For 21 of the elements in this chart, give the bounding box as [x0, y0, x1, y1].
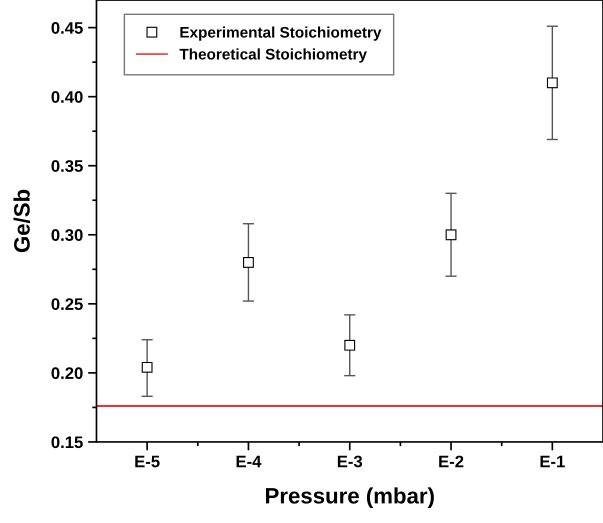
x-tick-label: E-2	[439, 456, 464, 468]
point	[446, 229, 456, 240]
y-tick-label: 0.20	[52, 367, 83, 380]
y-tick-label: 0.25	[52, 298, 83, 310]
point	[142, 362, 153, 373]
point	[546, 77, 558, 88]
legend-label: Theoretical Stoichiometry	[180, 48, 367, 63]
y-tick-label: 0.30	[52, 229, 83, 242]
y-tick-label: 0.45	[52, 22, 83, 34]
x-tick-label: E-1	[540, 456, 565, 468]
y-axis-title: Ge/Sb	[13, 190, 30, 252]
point	[243, 256, 254, 268]
x-tick-label: E-3	[338, 456, 362, 468]
point	[344, 340, 356, 351]
x-tick-label: E-5	[135, 456, 160, 468]
y-tick-label: 0.40	[52, 91, 83, 103]
y-tick-label: 0.15	[52, 436, 83, 448]
y-tick-label: 0.35	[52, 160, 83, 172]
legend-label: Experimental Stoichiometry	[180, 26, 382, 41]
x-axis-title: Pressure (mbar)	[266, 487, 434, 508]
x-tick-label: E-4	[236, 456, 262, 468]
